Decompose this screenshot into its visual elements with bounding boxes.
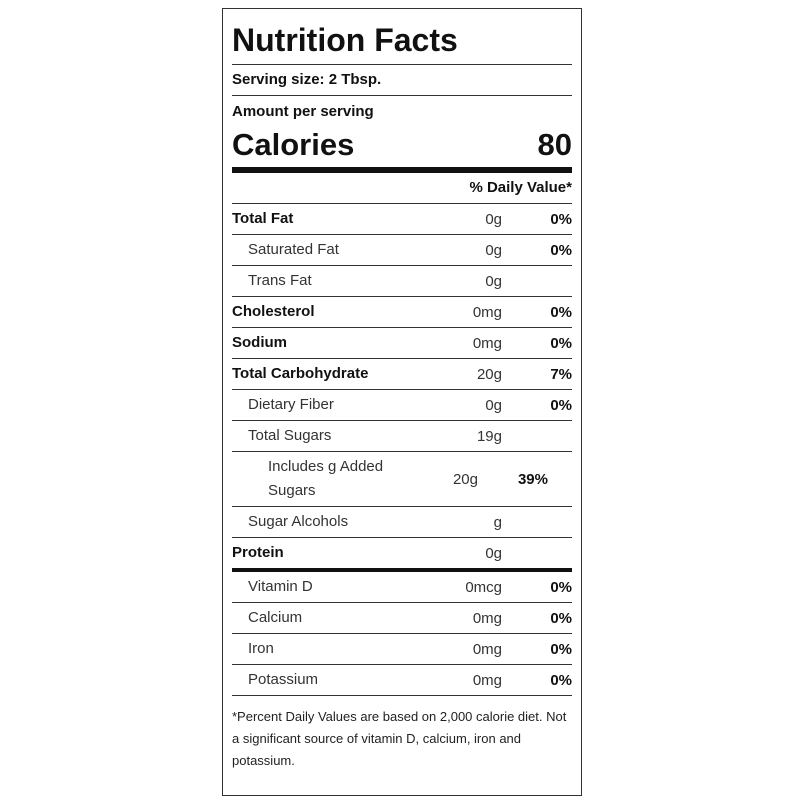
nutrient-name: Total Sugars bbox=[248, 427, 332, 444]
nutrition-label: Nutrition Facts Serving size: 2 Tbsp. Am… bbox=[222, 8, 582, 796]
nutrient-daily-value: 0% bbox=[550, 396, 572, 414]
nutrient-amount: 0mg bbox=[472, 334, 502, 352]
nutrient-row: Dietary Fiber 0g 0% bbox=[232, 390, 572, 421]
nutrient-name: Vitamin D bbox=[248, 578, 313, 595]
nutrient-row: Sodium 0mg 0% bbox=[232, 328, 572, 359]
nutrient-name: Includes g Added Sugars bbox=[268, 458, 384, 499]
nutrient-daily-value: 0% bbox=[550, 578, 572, 596]
nutrient-name: Dietary Fiber bbox=[248, 396, 334, 413]
nutrient-amount: 0mg bbox=[472, 303, 502, 321]
nutrient-list: Total Fat 0g 0% Saturated Fat 0g 0% Trans Fat 0… bbox=[232, 204, 572, 572]
nutrient-row: Total Sugars 19g bbox=[232, 421, 572, 452]
nutrient-amount: 0mcg bbox=[465, 578, 502, 596]
title: Nutrition Facts bbox=[232, 18, 572, 65]
nutrient-daily-value: 7% bbox=[550, 365, 572, 383]
nutrient-daily-value: 0% bbox=[550, 334, 572, 352]
nutrient-amount: 19g bbox=[476, 427, 502, 445]
nutrient-name: Cholesterol bbox=[232, 303, 315, 320]
nutrient-row: Potassium 0mg 0% bbox=[232, 665, 572, 696]
nutrient-row: Calcium 0mg 0% bbox=[232, 603, 572, 634]
nutrient-amount: g bbox=[493, 513, 502, 531]
calories-value: 80 bbox=[537, 127, 572, 162]
footnote: *Percent Daily Values are based on 2,000… bbox=[232, 709, 567, 768]
nutrient-amount: 20g bbox=[452, 470, 478, 488]
nutrient-row: Saturated Fat 0g 0% bbox=[232, 235, 572, 266]
nutrient-row: Total Carbohydrate 20g 7% bbox=[232, 359, 572, 390]
nutrient-daily-value: 0% bbox=[550, 671, 572, 689]
daily-value-header: % Daily Value* bbox=[232, 173, 572, 204]
nutrient-daily-value: 0% bbox=[550, 640, 572, 658]
nutrient-daily-value: 0% bbox=[550, 210, 572, 228]
nutrient-amount: 0g bbox=[485, 544, 502, 562]
nutrient-name: Sugar Alcohols bbox=[248, 513, 349, 530]
nutrient-row: Vitamin D 0mcg 0% bbox=[232, 572, 572, 603]
nutrient-name: Total Fat bbox=[232, 210, 294, 227]
nutrient-amount: 0mg bbox=[472, 640, 502, 658]
nutrient-amount: 0mg bbox=[472, 609, 502, 627]
nutrient-name: Trans Fat bbox=[248, 272, 312, 289]
nutrient-name: Calcium bbox=[248, 609, 303, 626]
nutrient-name: Sodium bbox=[232, 334, 287, 351]
nutrient-amount: 0g bbox=[485, 272, 502, 290]
nutrient-row: Sugar Alcohols g bbox=[232, 507, 572, 538]
nutrient-name: Iron bbox=[248, 640, 274, 657]
nutrient-name: Total Carbohydrate bbox=[232, 365, 369, 382]
nutrient-name: Protein bbox=[232, 544, 284, 561]
nutrient-row: Includes g Added Sugars 20g 39% bbox=[232, 452, 572, 507]
nutrient-row: Cholesterol 0mg 0% bbox=[232, 297, 572, 328]
nutrient-amount: 0g bbox=[485, 210, 502, 228]
calories-label: Calories bbox=[232, 127, 355, 162]
nutrient-daily-value: 0% bbox=[550, 241, 572, 259]
nutrient-row: Protein 0g bbox=[232, 538, 572, 572]
nutrient-daily-value: 39% bbox=[517, 470, 548, 488]
nutrient-amount: 0g bbox=[485, 396, 502, 414]
nutrient-amount: 0g bbox=[485, 241, 502, 259]
nutrient-amount: 0mg bbox=[472, 671, 502, 689]
nutrient-daily-value: 0% bbox=[550, 303, 572, 321]
nutrient-row: Total Fat 0g 0% bbox=[232, 204, 572, 235]
amount-per-serving: Amount per serving bbox=[232, 103, 374, 120]
nutrient-row: Trans Fat 0g bbox=[232, 266, 572, 297]
nutrient-name: Potassium bbox=[248, 671, 319, 688]
vitamin-list: Vitamin D 0mcg 0% Calcium 0mg 0% Iron 0mg 0% Pota… bbox=[232, 572, 572, 696]
nutrient-row: Iron 0mg 0% bbox=[232, 634, 572, 665]
nutrient-amount: 20g bbox=[476, 365, 502, 383]
calories-row: Calories 80 bbox=[232, 128, 572, 173]
nutrient-daily-value: 0% bbox=[550, 609, 572, 627]
serving-size: Serving size: 2 Tbsp. bbox=[232, 65, 572, 96]
nutrient-name: Saturated Fat bbox=[248, 241, 339, 258]
